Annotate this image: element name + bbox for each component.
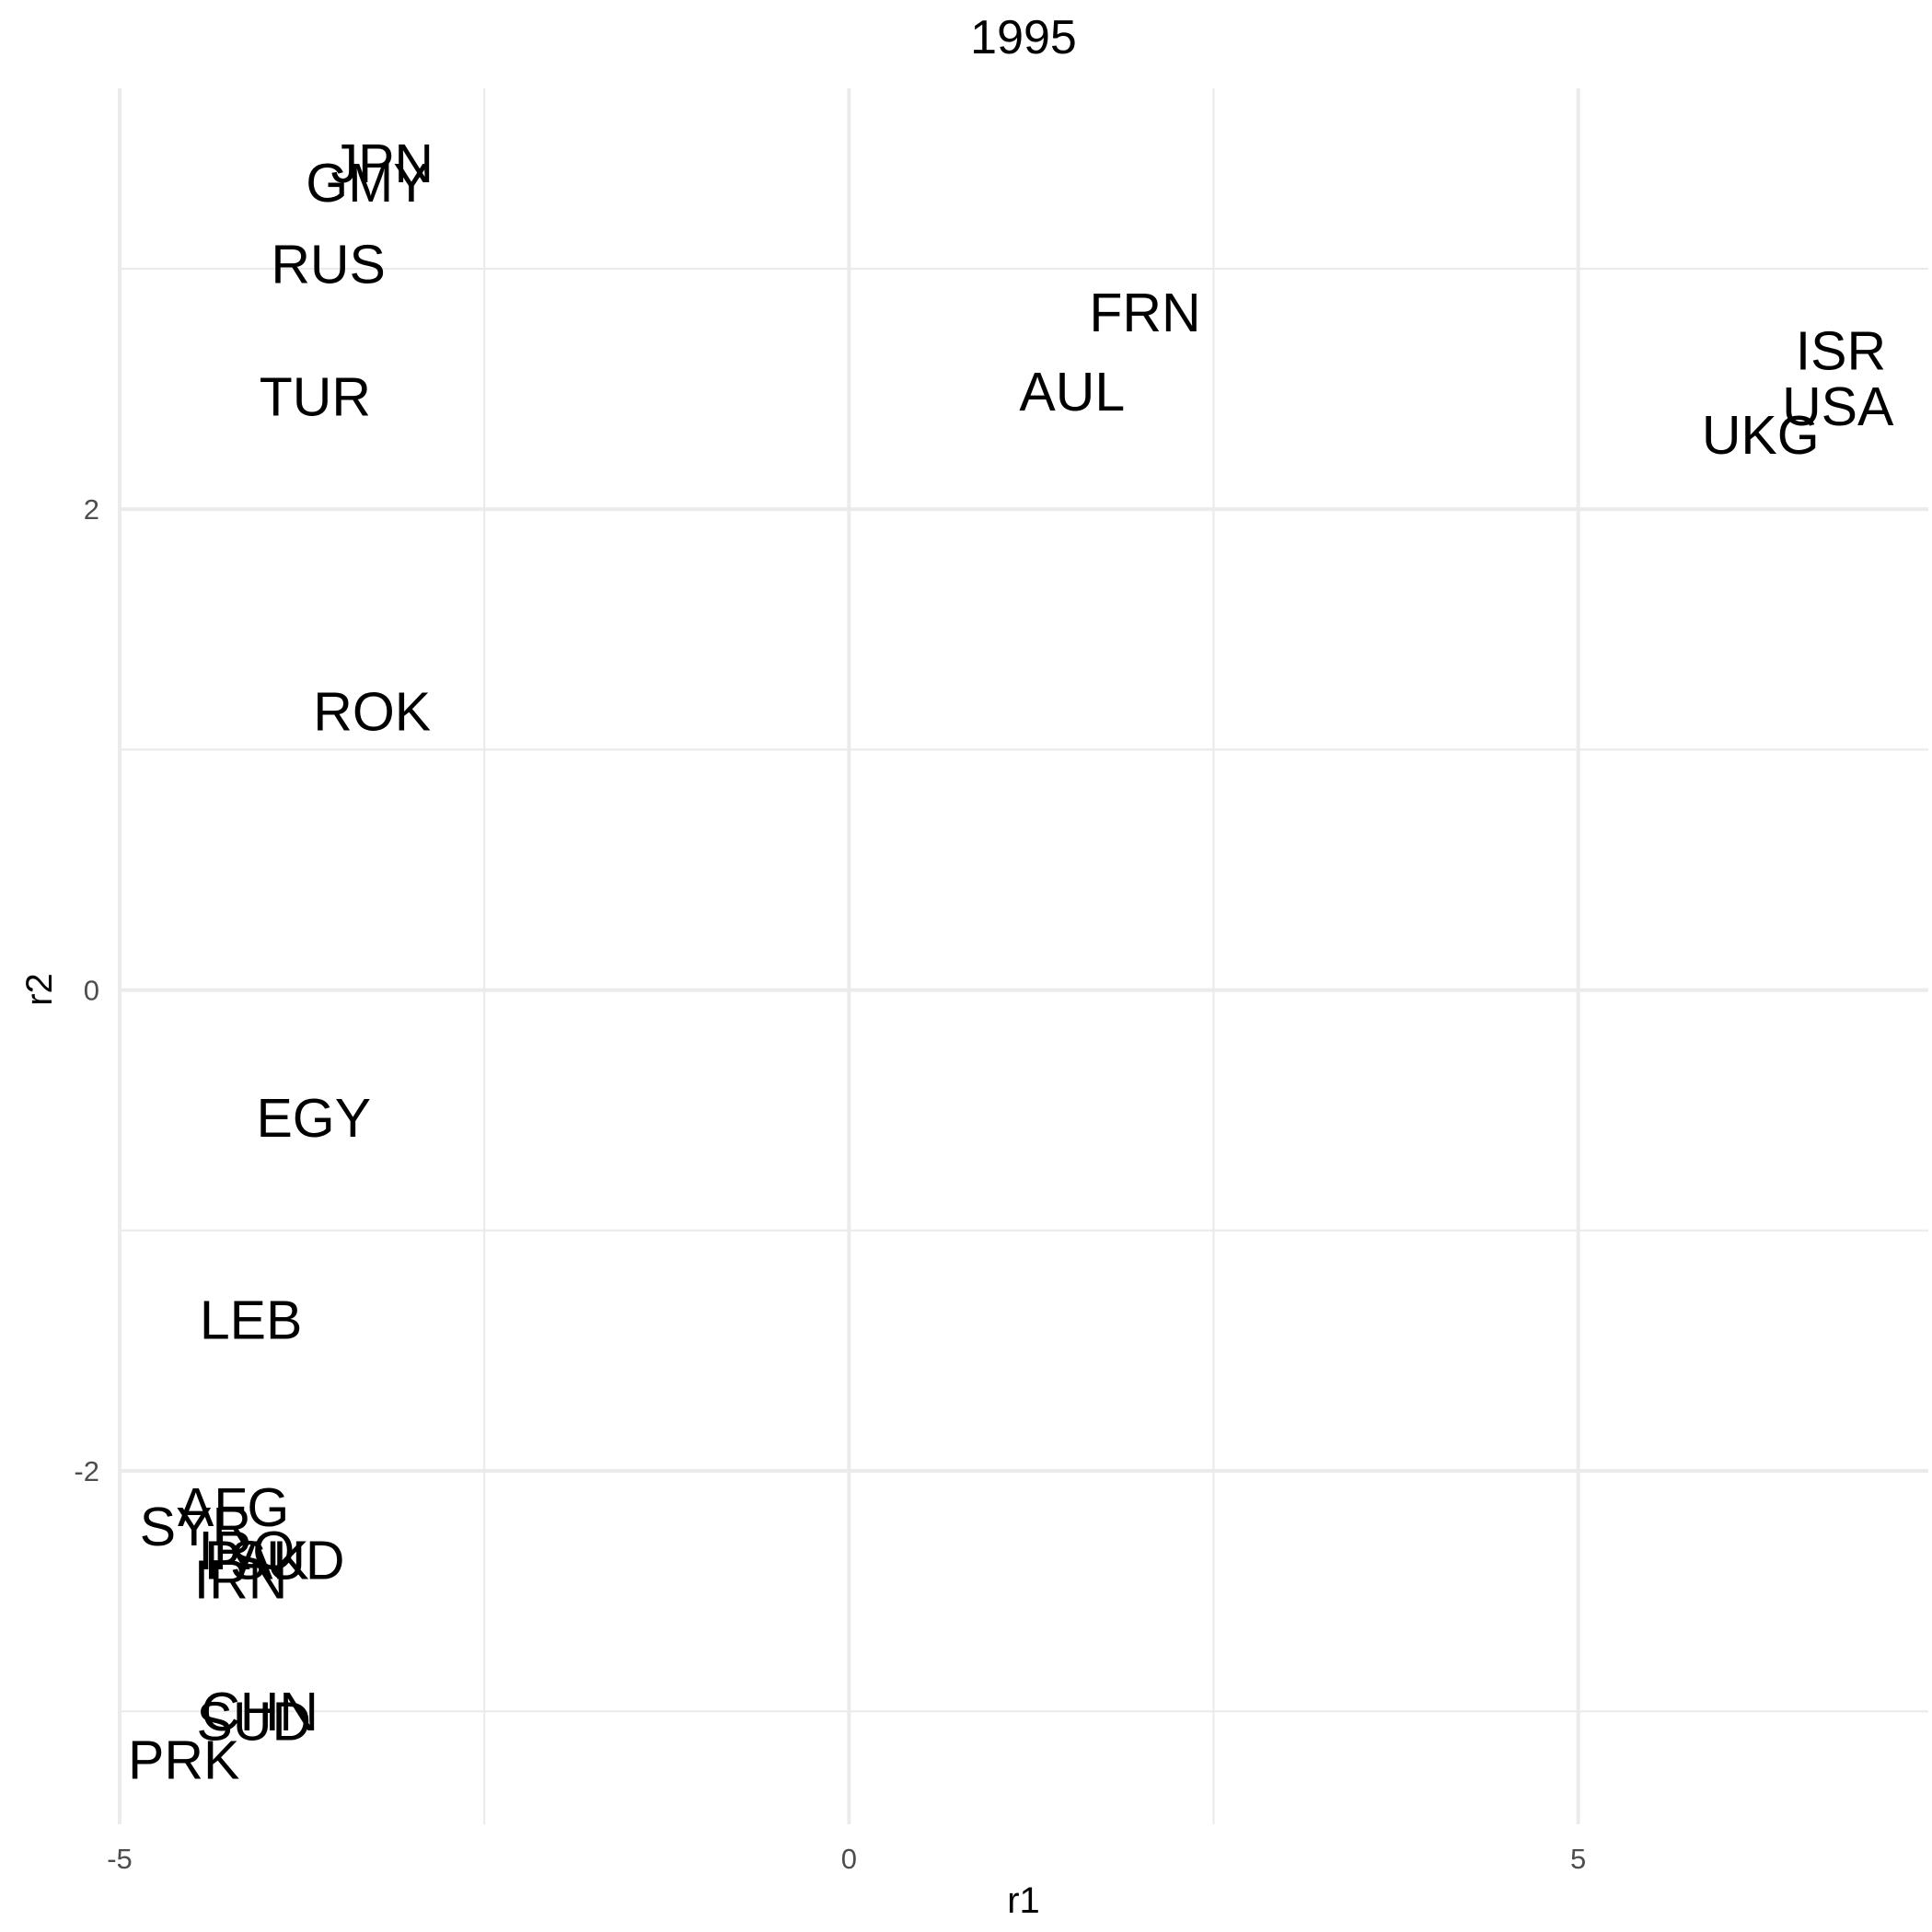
y-tick-label: -2 xyxy=(74,1455,99,1487)
y-tick-label: 0 xyxy=(84,975,99,1007)
point-label: RUS xyxy=(271,235,386,295)
y-axis-label: r2 xyxy=(19,973,60,1006)
point-label: PAK xyxy=(204,1531,309,1591)
point-label: GMY xyxy=(306,153,429,214)
point-label: ROK xyxy=(313,682,431,743)
point-label: USA xyxy=(1782,376,1894,437)
x-tick-label: 0 xyxy=(841,1843,857,1875)
point-label: PRK xyxy=(128,1730,239,1790)
point-label: AFG xyxy=(178,1477,289,1538)
point-label: LEB xyxy=(200,1290,303,1350)
point-label: SYR xyxy=(140,1497,251,1557)
chart-title: 1995 xyxy=(970,11,1077,64)
point-label: JPN xyxy=(331,133,434,194)
y-tick-labels: -2 0 2 xyxy=(74,493,99,1487)
point-label: EGY xyxy=(256,1088,371,1149)
point-label: ISR xyxy=(1796,321,1886,382)
point-label: TUR xyxy=(260,366,371,427)
x-tick-label: -5 xyxy=(107,1843,133,1875)
point-label: IRQ xyxy=(198,1521,295,1581)
y-tick-label: 2 xyxy=(84,493,99,526)
point-label: FRN xyxy=(1089,283,1200,343)
grid-layer xyxy=(118,88,1928,1824)
point-label: UKG xyxy=(1702,405,1820,466)
point-label: CHN xyxy=(201,1682,318,1742)
point-label: SUD xyxy=(230,1531,345,1591)
x-axis-label: r1 xyxy=(1007,1880,1040,1921)
x-tick-labels: -5 0 5 xyxy=(107,1843,1586,1875)
point-label: IRN xyxy=(194,1550,288,1611)
point-label: AUL xyxy=(1019,362,1125,422)
point-label: SUD xyxy=(197,1692,312,1753)
x-tick-label: 5 xyxy=(1570,1843,1586,1875)
